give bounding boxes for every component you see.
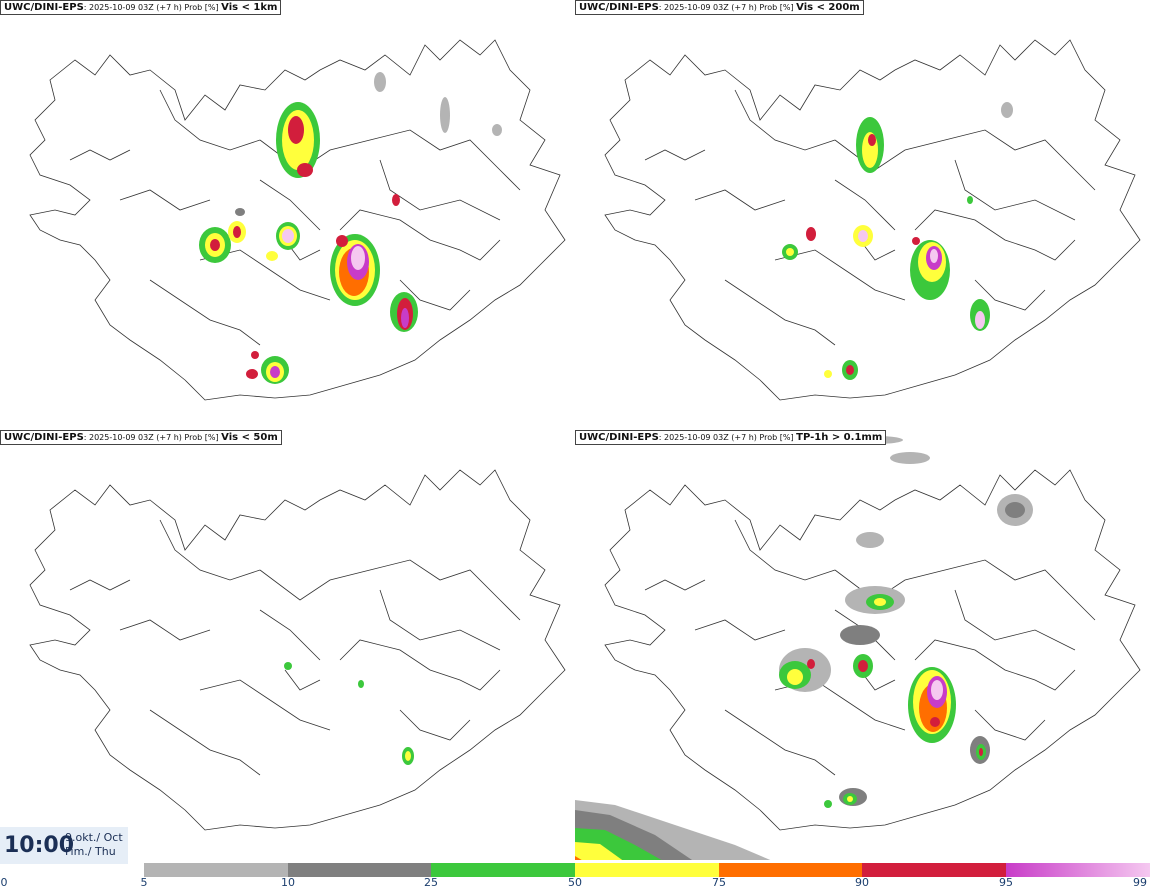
valid-time-box: 10:00 9.okt./ Oct Fim./ Thu	[0, 827, 128, 864]
panel-title: UWC/DINI-EPS: 2025-10-09 03Z (+7 h) Prob…	[575, 0, 864, 15]
map-canvas	[575, 436, 1141, 860]
color-legend: 0 5 10 25 50 75 90 95 99	[0, 862, 1150, 891]
map-panel-tp-1h: UWC/DINI-EPS: 2025-10-09 03Z (+7 h) Prob…	[575, 430, 1150, 860]
panel-title: UWC/DINI-EPS: 2025-10-09 03Z (+7 h) Prob…	[0, 0, 282, 15]
map-panel-vis-50m: UWC/DINI-EPS: 2025-10-09 03Z (+7 h) Prob…	[0, 430, 575, 860]
legend-seg-5-10	[144, 863, 288, 877]
map-canvas	[604, 39, 1141, 401]
legend-tick: 0	[0, 876, 8, 889]
legend-tick: 10	[281, 876, 295, 889]
valid-date: 9.okt./ Oct Fim./ Thu	[65, 831, 123, 858]
legend-seg-75-90	[719, 863, 862, 877]
legend-seg-90-95	[862, 863, 1006, 877]
map-panel-vis-200m: UWC/DINI-EPS: 2025-10-09 03Z (+7 h) Prob…	[575, 0, 1150, 430]
valid-time: 10:00	[4, 833, 75, 858]
legend-tick: 95	[999, 876, 1013, 889]
legend-seg-25-50	[431, 863, 575, 877]
legend-seg-50-75	[575, 863, 719, 877]
map-canvas	[29, 39, 566, 401]
legend-tick: 90	[855, 876, 869, 889]
panel-title: UWC/DINI-EPS: 2025-10-09 03Z (+7 h) Prob…	[575, 430, 887, 445]
map-panel-vis-1km: UWC/DINI-EPS: 2025-10-09 03Z (+7 h) Prob…	[0, 0, 575, 430]
legend-tick: 75	[712, 876, 726, 889]
legend-tick: 99	[1133, 876, 1147, 889]
legend-seg-95-99	[1006, 863, 1150, 877]
legend-tick: 25	[424, 876, 438, 889]
legend-tick: 50	[568, 876, 582, 889]
legend-seg-10-25	[288, 863, 431, 877]
panel-title: UWC/DINI-EPS: 2025-10-09 03Z (+7 h) Prob…	[0, 430, 282, 445]
map-canvas	[29, 469, 566, 831]
legend-tick: 5	[140, 876, 148, 889]
